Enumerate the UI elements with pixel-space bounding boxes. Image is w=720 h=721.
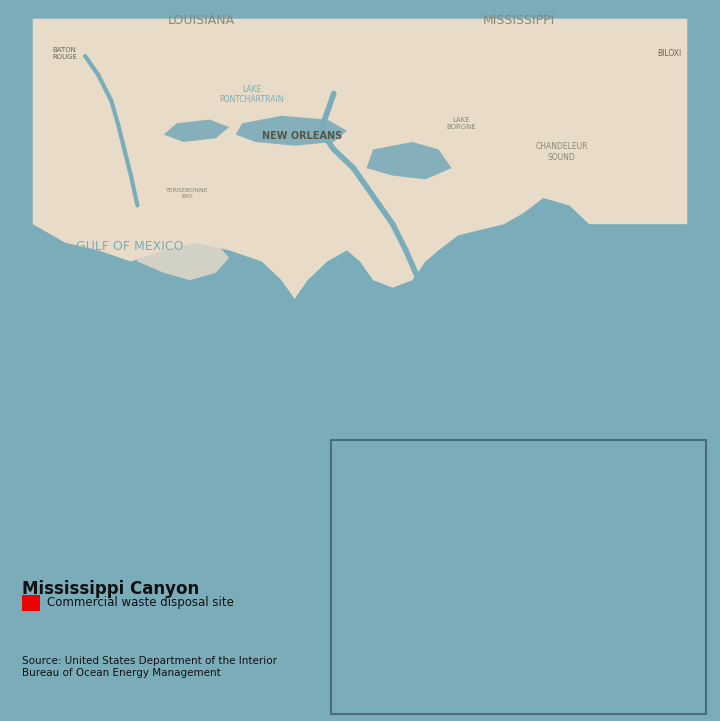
Bar: [534, 543, 558, 563]
Bar: [396, 543, 419, 563]
Bar: [396, 614, 419, 634]
Bar: [507, 590, 530, 611]
Bar: [562, 472, 585, 492]
Bar: [368, 661, 392, 681]
Bar: [423, 637, 447, 658]
Text: MISSISSIPPI: MISSISSIPPI: [482, 14, 554, 27]
Text: Mississippi Canyon: Mississippi Canyon: [22, 580, 199, 598]
Bar: [368, 637, 392, 658]
Bar: [618, 520, 641, 539]
Text: Source: United States Department of the Interior
Bureau of Ocean Energy Manageme: Source: United States Department of the …: [22, 656, 276, 678]
Bar: [507, 637, 530, 658]
Bar: [368, 567, 392, 587]
Bar: [423, 661, 447, 681]
Text: NEW ORLEANS: NEW ORLEANS: [262, 131, 343, 141]
Bar: [562, 614, 585, 634]
Bar: [507, 567, 530, 587]
Bar: [618, 614, 641, 634]
Bar: [534, 614, 558, 634]
Polygon shape: [32, 19, 688, 299]
Polygon shape: [235, 116, 347, 146]
Bar: [618, 567, 641, 587]
Bar: [507, 661, 530, 681]
Bar: [423, 614, 447, 634]
Bar: [618, 496, 641, 516]
Bar: [590, 614, 613, 634]
Bar: [451, 520, 474, 539]
Polygon shape: [366, 142, 451, 180]
Bar: [368, 590, 392, 611]
Bar: [479, 637, 503, 658]
Bar: [534, 472, 558, 492]
Text: Commercial waste disposal site: Commercial waste disposal site: [47, 596, 234, 609]
Polygon shape: [163, 120, 229, 142]
Bar: [534, 567, 558, 587]
Bar: [562, 520, 585, 539]
Bar: [479, 614, 503, 634]
Text: TERREBONNE
BAY: TERREBONNE BAY: [166, 187, 209, 198]
Bar: [479, 661, 503, 681]
Bar: [534, 590, 558, 611]
Bar: [423, 543, 447, 563]
Bar: [562, 543, 585, 563]
Text: LAKE
PONTCHARTRAIN: LAKE PONTCHARTRAIN: [220, 85, 284, 105]
Bar: [396, 590, 419, 611]
Bar: [451, 472, 474, 492]
Bar: [618, 543, 641, 563]
Bar: [645, 520, 669, 539]
Bar: [451, 590, 474, 611]
Text: LOUISIANA: LOUISIANA: [168, 14, 235, 27]
Bar: [534, 520, 558, 539]
Bar: [507, 496, 530, 516]
Bar: [32, 224, 688, 392]
Text: CHANDELEUR
SOUND: CHANDELEUR SOUND: [536, 142, 588, 162]
Bar: [590, 496, 613, 516]
Bar: [590, 590, 613, 611]
Bar: [396, 661, 419, 681]
Bar: [396, 567, 419, 587]
Bar: [507, 543, 530, 563]
Text: BATON
ROUGE: BATON ROUGE: [53, 47, 77, 60]
Bar: [590, 637, 613, 658]
Text: BILOXI: BILOXI: [657, 49, 682, 58]
Bar: [618, 637, 641, 658]
Bar: [22, 595, 40, 611]
Bar: [590, 520, 613, 539]
Bar: [562, 590, 585, 611]
Bar: [423, 472, 447, 492]
Text: GULF OF MEXICO: GULF OF MEXICO: [76, 240, 184, 253]
Bar: [590, 567, 613, 587]
Bar: [590, 661, 613, 681]
Bar: [479, 543, 503, 563]
Bar: [562, 496, 585, 516]
Bar: [396, 637, 419, 658]
Text: LAKE
BORGNE: LAKE BORGNE: [446, 117, 476, 130]
Bar: [645, 543, 669, 563]
Bar: [368, 614, 392, 634]
Polygon shape: [131, 228, 229, 280]
Bar: [590, 543, 613, 563]
Bar: [479, 590, 503, 611]
Bar: [507, 472, 530, 492]
Bar: [562, 567, 585, 587]
Bar: [423, 567, 447, 587]
Bar: [479, 567, 503, 587]
Bar: [507, 614, 530, 634]
Bar: [479, 496, 503, 516]
Bar: [423, 520, 447, 539]
